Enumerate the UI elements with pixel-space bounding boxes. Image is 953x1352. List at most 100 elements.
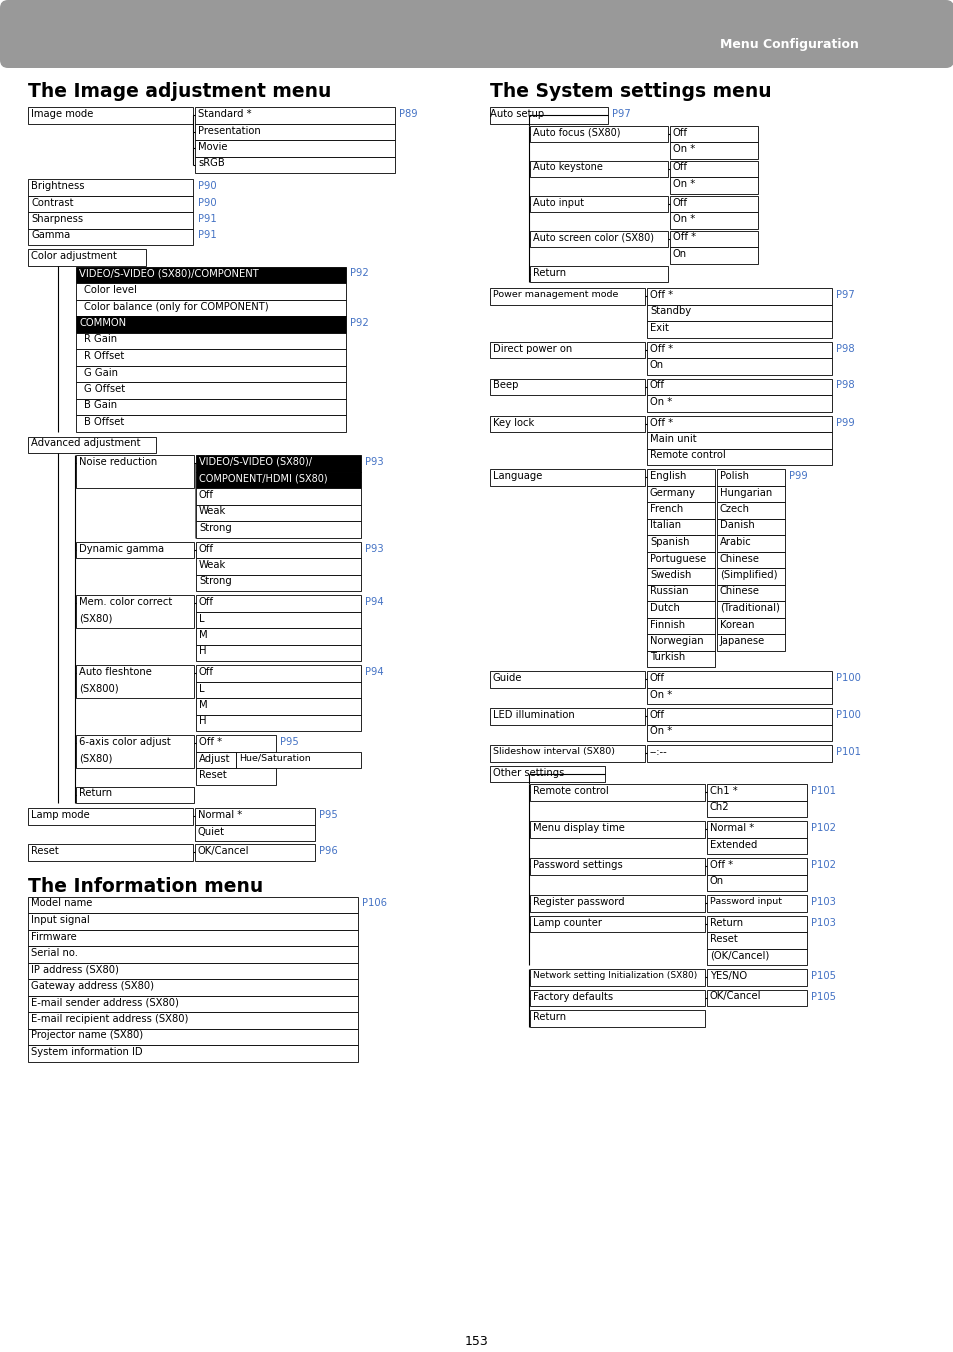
Bar [646,650,714,667]
Bar [717,502,784,519]
Text: Register password: Register password [533,896,624,907]
Text: Finnish: Finnish [649,619,684,630]
Bar [28,228,193,245]
Text: The Information menu: The Information menu [28,876,263,895]
Bar [28,808,193,825]
Text: 153: 153 [465,1334,488,1348]
Bar [28,196,193,212]
Text: Color level: Color level [84,285,136,295]
Text: Main unit: Main unit [649,434,696,443]
Text: Key lock: Key lock [493,418,534,427]
Text: Germany: Germany [649,488,695,498]
Text: H: H [199,646,206,657]
Bar [195,456,360,472]
Bar [669,177,758,193]
Bar [76,349,346,365]
Bar [646,469,714,485]
Bar [28,896,357,913]
Text: Factory defaults: Factory defaults [533,991,613,1002]
Bar [28,844,193,860]
Text: Direct power on: Direct power on [493,343,572,353]
Text: M: M [199,700,208,710]
Text: 6-axis color adjust: 6-axis color adjust [79,737,171,748]
Bar [28,437,156,453]
Text: P91: P91 [198,214,216,224]
Bar [717,584,784,602]
Bar [646,602,714,618]
Text: P96: P96 [318,846,337,856]
Bar [646,395,831,411]
Text: (SX800): (SX800) [79,684,118,694]
Text: E-mail recipient address (SX80): E-mail recipient address (SX80) [30,1014,188,1023]
Text: P99: P99 [835,418,854,427]
Text: P90: P90 [198,181,216,191]
Bar [669,161,758,177]
Bar [669,126,758,142]
Bar [195,472,360,488]
Text: French: French [649,504,682,514]
Text: Polish: Polish [720,470,748,481]
Bar [28,979,357,995]
Text: English: English [649,470,685,481]
Text: P102: P102 [810,823,835,833]
Bar [76,415,346,431]
Bar [530,969,704,986]
Text: P103: P103 [810,896,835,907]
Bar [490,671,644,688]
Text: G Offset: G Offset [84,384,125,393]
Bar [76,456,193,488]
Bar [28,1029,357,1045]
Text: On *: On * [649,397,672,407]
Text: Russian: Russian [649,587,688,596]
Bar [717,519,784,535]
Bar [194,123,395,141]
Bar [646,320,831,338]
Text: Off: Off [199,544,213,553]
Bar [646,584,714,602]
Text: Dynamic gamma: Dynamic gamma [79,544,164,553]
FancyBboxPatch shape [0,0,953,68]
Bar [706,915,806,932]
Text: Menu display time: Menu display time [533,823,624,833]
Bar [28,963,357,979]
Text: Guide: Guide [493,673,522,683]
Bar [646,502,714,519]
Text: Off *: Off * [649,343,673,353]
Text: System information ID: System information ID [30,1046,143,1057]
Text: R Offset: R Offset [84,352,124,361]
Text: P99: P99 [788,470,807,481]
Text: Presentation: Presentation [198,126,260,135]
Text: H: H [199,717,206,726]
Bar [717,485,784,502]
Text: On *: On * [649,726,672,737]
Bar [490,379,644,395]
Text: P91: P91 [198,230,216,241]
Text: Dutch: Dutch [649,603,679,612]
Text: Auto fleshtone: Auto fleshtone [79,667,152,677]
Bar [530,126,667,142]
Text: Serial no.: Serial no. [30,948,78,959]
Bar [717,568,784,584]
Bar [706,859,806,875]
Bar [28,913,357,930]
Text: G Gain: G Gain [84,368,118,377]
Text: M: M [199,630,208,639]
Text: Lamp mode: Lamp mode [30,810,90,821]
Bar [706,800,806,817]
Text: Brightness: Brightness [30,181,85,191]
Text: Auto setup: Auto setup [490,110,543,119]
Text: Off: Off [672,197,687,207]
Bar [195,611,360,627]
Text: P90: P90 [198,197,216,207]
Text: Off: Off [649,380,664,391]
Text: Off: Off [199,598,213,607]
Text: P95: P95 [318,810,337,821]
Text: P94: P94 [365,598,383,607]
Text: Language: Language [493,470,542,481]
Text: Password settings: Password settings [533,860,622,869]
Bar [28,249,146,265]
Text: Normal *: Normal * [709,823,754,833]
Bar [76,283,346,300]
Text: Off: Off [199,489,213,500]
Text: P101: P101 [810,786,835,796]
